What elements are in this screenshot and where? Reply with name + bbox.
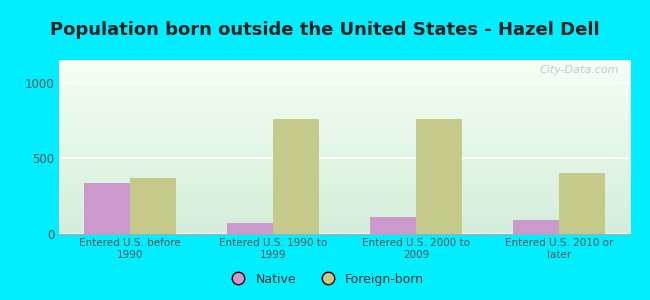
Bar bbox=[514, 220, 559, 234]
Bar bbox=[370, 217, 416, 234]
Bar bbox=[416, 119, 462, 234]
Bar bbox=[130, 178, 176, 234]
Legend: Native, Foreign-born: Native, Foreign-born bbox=[221, 268, 429, 291]
Bar bbox=[84, 183, 130, 234]
Text: City-Data.com: City-Data.com bbox=[540, 65, 619, 75]
Bar bbox=[559, 173, 604, 234]
Bar bbox=[273, 119, 318, 234]
Text: Population born outside the United States - Hazel Dell: Population born outside the United State… bbox=[50, 21, 600, 39]
Bar bbox=[227, 224, 273, 234]
